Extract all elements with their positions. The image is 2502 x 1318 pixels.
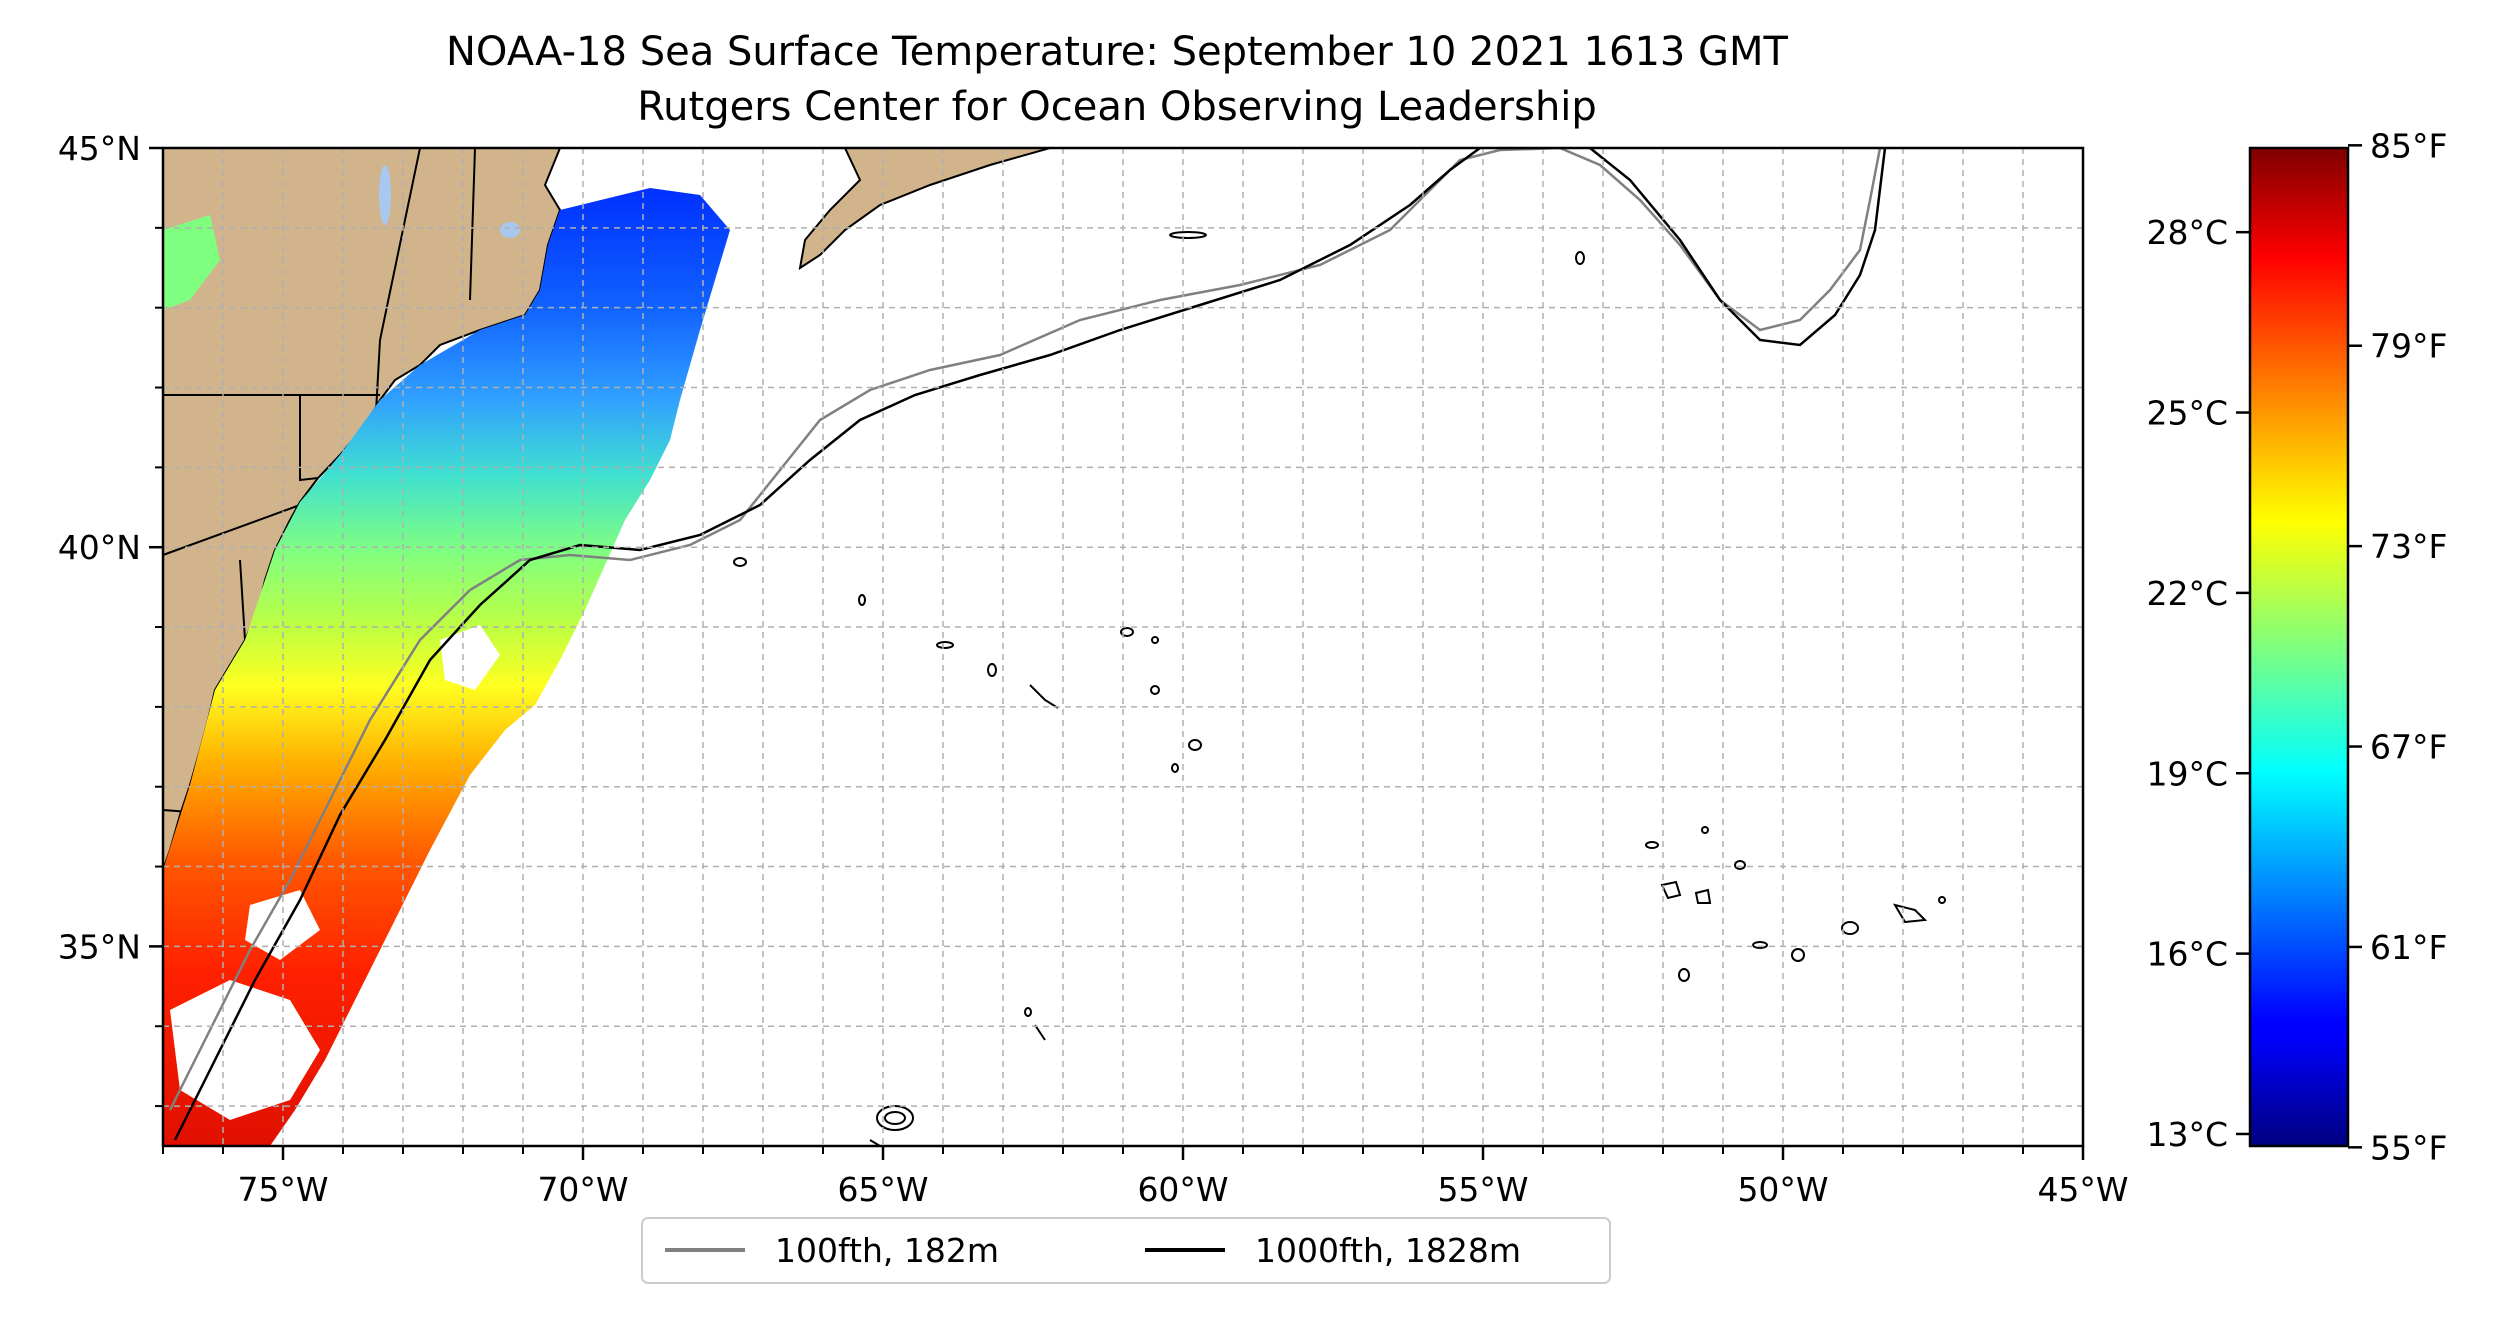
colorbar-celsius-label: 28°C <box>2146 213 2228 252</box>
colorbar-celsius-label: 22°C <box>2146 574 2228 613</box>
colorbar-fahrenheit-label: 85°F <box>2370 126 2447 165</box>
legend-label-100fth: 100fth, 182m <box>775 1231 999 1270</box>
colorbar-fahrenheit-label: 55°F <box>2370 1128 2447 1167</box>
lon-tick-label: 70°W <box>537 1170 628 1209</box>
lat-tick-label: 45°N <box>58 129 141 168</box>
land-nova-scotia <box>798 148 1051 271</box>
title-line-2: Rutgers Center for Ocean Observing Leade… <box>637 84 1597 130</box>
colorbar-celsius-label: 16°C <box>2146 935 2228 974</box>
colorbar-fahrenheit-ticks: 55°F 61°F 67°F 73°F 79°F 85°F <box>2348 126 2447 1167</box>
lat-tick-labels: 45°N 40°N 35°N <box>58 129 163 966</box>
contour-1000fth <box>173 148 1887 1141</box>
colorbar-fahrenheit-label: 67°F <box>2370 728 2447 767</box>
colorbar-fahrenheit-label: 61°F <box>2370 928 2447 967</box>
legend-box <box>641 1217 1611 1284</box>
lon-tick-label: 60°W <box>1137 1170 1228 1209</box>
lat-tick-label: 35°N <box>58 927 141 966</box>
lon-tick-label: 50°W <box>1737 1170 1828 1209</box>
map-frame <box>161 146 2085 1148</box>
colorbar-celsius-label: 25°C <box>2146 394 2228 433</box>
title-line-1: NOAA-18 Sea Surface Temperature: Septemb… <box>446 29 1789 75</box>
lon-tick-label: 65°W <box>837 1170 928 1209</box>
colorbar-celsius-label: 19°C <box>2146 754 2228 793</box>
lat-tick-label: 40°N <box>58 528 141 567</box>
lon-tick-label: 55°W <box>1437 1170 1528 1209</box>
map-panel: 75°W 70°W 65°W 60°W 55°W 50°W 45°W 45°N 40°N 35°… <box>58 129 2129 1209</box>
lake-ontario-edge <box>163 215 220 310</box>
colorbar-celsius-label: 13°C <box>2146 1115 2228 1154</box>
lon-tick-label: 45°W <box>2037 1170 2128 1209</box>
seamount-contours <box>733 231 1946 1146</box>
colorbar-celsius-ticks: 13°C 16°C 19°C 22°C 25°C 28°C <box>2146 213 2250 1154</box>
lon-tick-label: 75°W <box>237 1170 328 1209</box>
colorbar-fahrenheit-label: 73°F <box>2370 527 2447 566</box>
colorbar-fahrenheit-label: 79°F <box>2370 327 2447 366</box>
legend: 100fth, 182m 1000fth, 1828m <box>641 1217 1611 1284</box>
colorbar-gradient <box>2248 146 2350 1148</box>
lon-tick-labels: 75°W 70°W 65°W 60°W 55°W 50°W 45°W <box>237 1146 2129 1209</box>
colorbar: 13°C 16°C 19°C 22°C 25°C 28°C 55°F 61°F 67°F 73°… <box>2146 126 2447 1167</box>
legend-label-1000fth: 1000fth, 1828m <box>1255 1231 1521 1270</box>
